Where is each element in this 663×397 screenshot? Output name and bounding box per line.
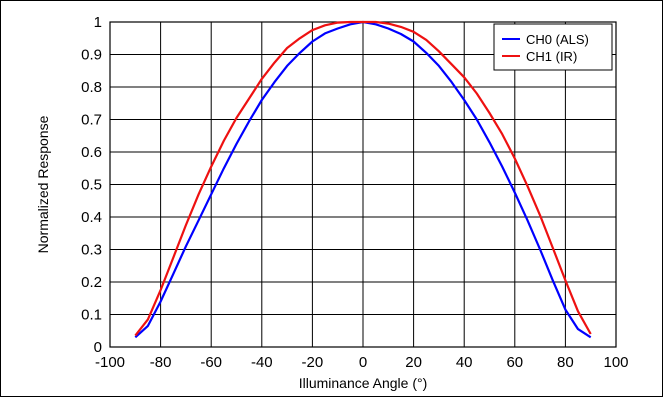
x-tick-label: -60	[200, 354, 222, 371]
x-tick-label: -100	[95, 354, 125, 371]
y-axis-label: Normalized Response	[35, 115, 51, 253]
y-tick-label: 0.3	[81, 242, 102, 259]
y-tick-label: 0.6	[81, 144, 102, 161]
series-layer	[134, 20, 592, 339]
x-tick-label: -40	[251, 354, 273, 371]
x-tick-label: 60	[506, 354, 523, 371]
x-tick-label: 100	[603, 354, 628, 371]
x-tick-label: -80	[150, 354, 172, 371]
y-tick-label: 0.2	[81, 274, 102, 291]
y-tick-label: 0.1	[81, 307, 102, 324]
y-tick-labels: 0 0.1 0.2 0.3 0.4 0.5 0.6 0.7 0.8 0.9 1	[81, 14, 102, 356]
legend-label-ch1: CH1 (IR)	[526, 49, 577, 64]
x-tick-label: 0	[359, 354, 367, 371]
x-tick-label: -20	[302, 354, 324, 371]
y-tick-label: 0	[94, 339, 102, 356]
y-tick-label: 0.4	[81, 209, 102, 226]
series-line-ch1	[134, 20, 592, 337]
y-tick-label: 0.7	[81, 112, 102, 129]
legend: CH0 (ALS) CH1 (IR)	[493, 23, 613, 71]
legend-label-ch0: CH0 (ALS)	[526, 32, 589, 47]
x-tick-label: 40	[456, 354, 473, 371]
legend-box	[493, 23, 613, 71]
x-tick-label: 20	[405, 354, 422, 371]
y-tick-label: 0.8	[81, 79, 102, 96]
x-tick-labels: -100 -80 -60 -40 -20 0 20 40 60 80 100	[95, 354, 629, 371]
y-tick-label: 1	[94, 14, 102, 31]
x-axis-label: Illuminance Angle (°)	[299, 375, 428, 391]
x-tick-label: 80	[557, 354, 574, 371]
y-tick-label: 0.5	[81, 177, 102, 194]
y-tick-label: 0.9	[81, 47, 102, 64]
